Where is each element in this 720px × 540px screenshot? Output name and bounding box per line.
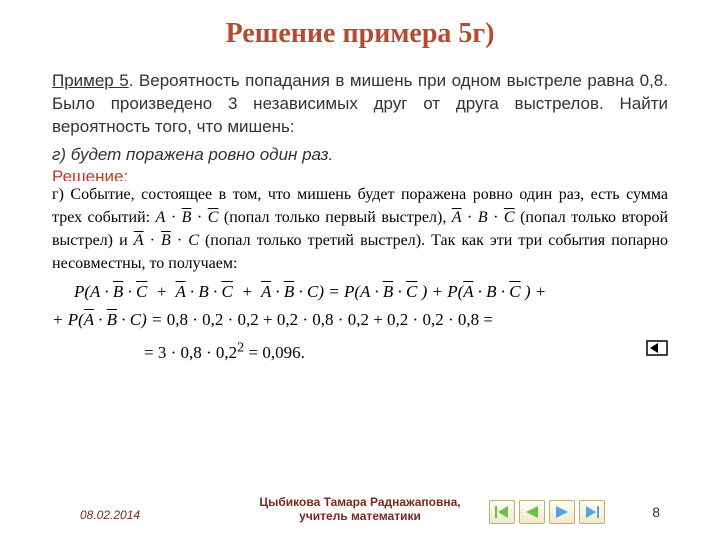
footer-author-line2: учитель математики bbox=[299, 509, 421, 523]
math-line-1: P(A · B · C + A · B · C + A · B · C) = P… bbox=[52, 280, 668, 305]
footer-author: Цыбикова Тамара Раднажаповна, учитель ма… bbox=[0, 496, 720, 524]
next-icon bbox=[555, 506, 569, 518]
problem-part: г) будет поражена ровно один раз. bbox=[52, 145, 668, 165]
qed-icon bbox=[646, 339, 668, 364]
clip-paragraph: г) Событие, состоящее в том, что мишень … bbox=[52, 183, 668, 276]
prev-slide-button[interactable] bbox=[519, 500, 545, 524]
slide-footer: 08.02.2014 Цыбикова Тамара Раднажаповна,… bbox=[0, 490, 720, 530]
last-slide-button[interactable] bbox=[579, 500, 605, 524]
solution-clip: г) Событие, состоящее в том, что мишень … bbox=[52, 181, 668, 367]
event-3: A · B · C bbox=[134, 232, 199, 249]
problem-text: . Вероятность попадания в мишень при одн… bbox=[52, 71, 668, 136]
event-2: A · B · C bbox=[452, 209, 515, 226]
prev-icon bbox=[525, 506, 539, 518]
clip-e1-after: (попал только первый выстрел), bbox=[218, 209, 451, 226]
nav-buttons bbox=[489, 500, 605, 524]
problem-statement: Пример 5. Вероятность попадания в мишень… bbox=[52, 70, 668, 139]
event-1: A · B · C bbox=[156, 209, 219, 226]
first-slide-button[interactable] bbox=[489, 500, 515, 524]
slide: Решение примера 5г) Пример 5. Вероятност… bbox=[0, 0, 720, 540]
next-slide-button[interactable] bbox=[549, 500, 575, 524]
footer-author-line1: Цыбикова Тамара Раднажаповна, bbox=[259, 495, 460, 509]
page-number: 8 bbox=[652, 504, 660, 520]
problem-label: Пример 5 bbox=[52, 71, 129, 90]
first-icon bbox=[495, 506, 509, 518]
slide-title: Решение примера 5г) bbox=[52, 18, 668, 50]
last-icon bbox=[585, 506, 599, 518]
math-line-2: + P(A · B · C) = 0,8 · 0,2 · 0,2 + 0,2 ·… bbox=[52, 308, 668, 333]
math-line-3: = 3 · 0,8 · 0,22 = 0,096. bbox=[52, 337, 668, 365]
